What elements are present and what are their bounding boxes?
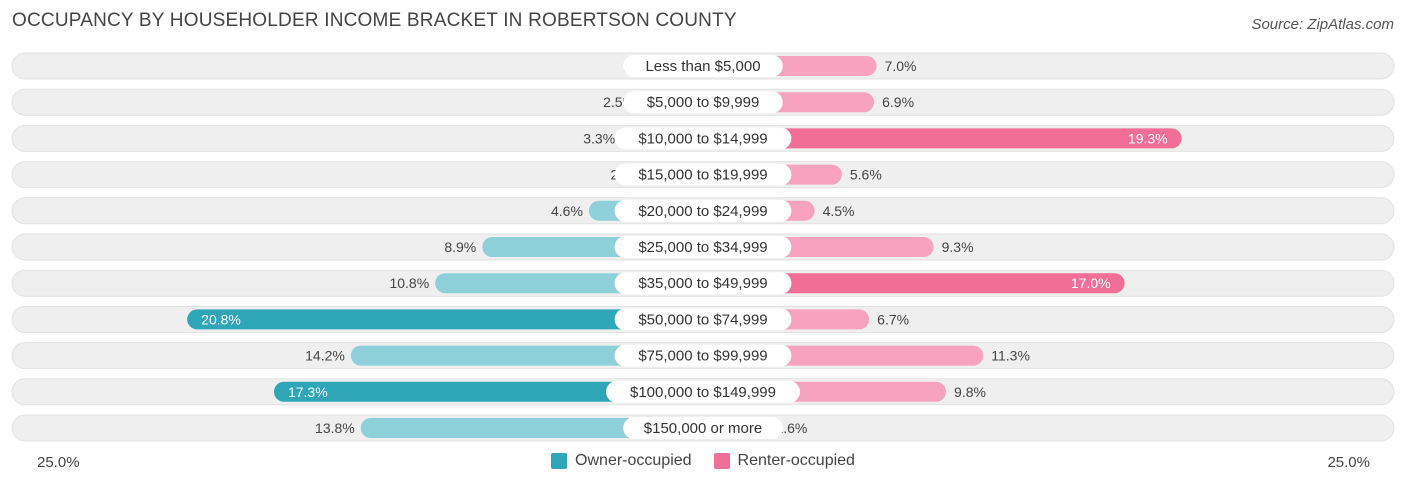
legend-renter-swatch [713, 453, 730, 469]
renter-value-label: 19.3% [1128, 130, 1168, 146]
category-pill [623, 417, 783, 439]
legend-renter: Renter-occupied [713, 452, 855, 470]
category-pill [614, 127, 792, 150]
category-label: $20,000 to $24,999 [638, 203, 767, 220]
category-pill [614, 163, 792, 186]
renter-value-label: 6.7% [877, 311, 909, 327]
owner-bar [360, 418, 707, 438]
category-label: $15,000 to $19,999 [638, 167, 767, 184]
owner-value-label: 10.8% [389, 275, 429, 291]
owner-value-label: 4.6% [551, 203, 583, 219]
chart-source: Source: ZipAtlas.com [1251, 16, 1394, 33]
renter-value-label: 6.9% [882, 94, 914, 110]
axis-left-label: 25.0% [37, 454, 80, 471]
category-label: $35,000 to $49,999 [638, 275, 767, 292]
category-pill [606, 380, 800, 403]
renter-value-label: 9.8% [954, 384, 986, 400]
category-label: $50,000 to $74,999 [638, 311, 767, 328]
category-label: $5,000 to $9,999 [647, 94, 760, 111]
legend-owner: Owner-occupied [551, 452, 692, 470]
category-label: $10,000 to $14,999 [638, 130, 767, 147]
category-label: $100,000 to $149,999 [630, 384, 776, 401]
renter-bar [699, 273, 1125, 294]
renter-value-label: 11.3% [991, 348, 1030, 364]
category-pill [614, 344, 792, 367]
legend: Owner-occupied Renter-occupied [0, 452, 1406, 470]
renter-value-label: 5.6% [850, 167, 882, 183]
owner-value-label: 20.8% [201, 311, 241, 327]
axis-right-label: 25.0% [1327, 454, 1370, 471]
renter-value-label: 17.0% [1071, 275, 1111, 291]
owner-value-label: 3.3% [583, 130, 615, 146]
category-label: Less than $5,000 [645, 58, 760, 75]
renter-value-label: 9.3% [942, 239, 974, 255]
legend-owner-swatch [551, 453, 568, 469]
category-pill [623, 91, 783, 114]
owner-bar [273, 381, 707, 402]
renter-bar [699, 128, 1182, 149]
category-pill [614, 236, 792, 258]
owner-value-label: 14.2% [305, 348, 345, 364]
category-label: $75,000 to $99,999 [638, 348, 767, 365]
owner-bar [187, 309, 707, 330]
category-label: $150,000 or more [644, 420, 762, 437]
renter-value-label: 2.6% [775, 420, 807, 436]
owner-value-label: 13.8% [315, 420, 355, 436]
category-pill [623, 55, 783, 77]
category-label: $25,000 to $34,999 [638, 239, 767, 256]
legend-renter-label: Renter-occupied [737, 452, 855, 469]
owner-value-label: 17.3% [288, 384, 328, 400]
category-pill [614, 199, 792, 222]
category-pill [614, 308, 792, 331]
renter-value-label: 7.0% [885, 58, 917, 74]
owner-value-label: 8.9% [444, 239, 476, 255]
category-pill [614, 272, 792, 295]
renter-value-label: 4.5% [823, 203, 855, 219]
legend-owner-label: Owner-occupied [575, 452, 692, 469]
chart-title: OCCUPANCY BY HOUSEHOLDER INCOME BRACKET … [12, 10, 737, 31]
